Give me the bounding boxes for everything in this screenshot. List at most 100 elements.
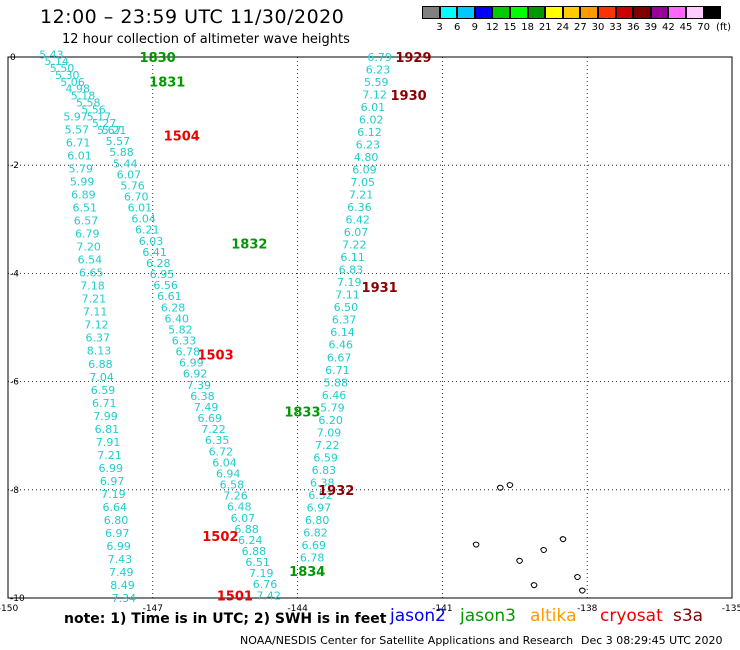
swh-value: 7.05 — [351, 176, 376, 189]
longitude-tick-label: -147 — [143, 604, 163, 614]
map-title: 12:00 – 23:59 UTC 11/30/2020 — [40, 6, 345, 28]
swh-value: 6.59 — [313, 451, 338, 464]
swh-value: 6.97 — [307, 501, 332, 514]
swh-value: 4.80 — [354, 151, 379, 164]
longitude-tick-label: -150 — [0, 604, 18, 614]
color-swatch — [650, 6, 669, 19]
swh-value: 7.22 — [342, 239, 367, 252]
swh-value: 6.54 — [78, 254, 103, 267]
footer-note: note: 1) Time is in UTC; 2) SWH is in fe… — [64, 611, 387, 627]
color-swatch — [668, 6, 686, 19]
swh-value: 5.21 — [102, 124, 127, 137]
swh-value: 7.39 — [187, 379, 212, 392]
color-scale-tick: 15 — [503, 22, 517, 33]
pass-number-label: 1931 — [362, 281, 398, 296]
swh-value: 7.21 — [97, 449, 122, 462]
longitude-tick-label: -135 — [722, 604, 740, 614]
swh-value: 6.07 — [344, 226, 369, 239]
longitude-tick-label: -141 — [432, 604, 452, 614]
swh-value: 6.70 — [124, 191, 149, 204]
swh-value: 6.48 — [227, 501, 252, 514]
swh-value: 6.81 — [95, 423, 120, 436]
swh-value: 6.92 — [183, 368, 208, 381]
color-swatch — [422, 6, 440, 19]
swh-value: 5.50 — [50, 62, 75, 75]
color-scale-tick: 18 — [521, 22, 534, 33]
swh-value: 6.12 — [357, 126, 382, 139]
swh-value: 6.20 — [318, 414, 343, 427]
swh-value: 5.88 — [109, 146, 134, 159]
swh-value: 7.12 — [84, 319, 109, 332]
swh-value: 6.71 — [66, 137, 91, 150]
color-swatch — [474, 6, 493, 19]
pass-number-label: 1501 — [217, 589, 253, 604]
swh-value: 6.36 — [347, 201, 372, 214]
latitude-tick-label: -4 — [10, 269, 19, 279]
pass-number-label: 1833 — [284, 405, 320, 420]
swh-value: 6.88 — [234, 523, 259, 536]
island-outline — [574, 574, 581, 581]
swh-value: 6.58 — [220, 479, 245, 492]
swh-value: 7.34 — [112, 592, 137, 605]
swh-value: 6.09 — [352, 164, 377, 177]
swh-value: 7.49 — [109, 566, 134, 579]
island-outline — [559, 536, 567, 543]
color-scale-tick: 33 — [609, 22, 622, 33]
swh-value: 6.88 — [242, 545, 267, 558]
swh-value: 5.59 — [364, 76, 389, 89]
swh-value: 6.46 — [322, 389, 347, 402]
pass-number-label: 1830 — [140, 51, 176, 66]
swh-value: 6.83 — [339, 264, 364, 277]
swh-value: 6.02 — [359, 114, 384, 127]
swh-value: 7.09 — [317, 426, 342, 439]
color-scale-unit: (ft) — [716, 22, 732, 33]
swh-value: 5.76 — [120, 179, 145, 192]
map-subtitle: 12 hour collection of altimeter wave hei… — [62, 32, 350, 47]
swh-value: 6.88 — [88, 358, 113, 371]
color-swatch — [439, 6, 458, 19]
swh-value: 7.19 — [337, 276, 362, 289]
swh-value: 7.91 — [96, 436, 121, 449]
color-scale-tick: 39 — [644, 22, 658, 33]
swh-value: 6.95 — [150, 268, 175, 281]
swh-value: 6.79 — [75, 228, 100, 241]
swh-value: 5.58 — [76, 96, 101, 109]
swh-value: 6.97 — [100, 475, 125, 488]
swh-value: 6.76 — [253, 578, 278, 591]
island-outline — [578, 587, 586, 594]
swh-value: 6.04 — [131, 213, 156, 226]
swh-value: 6.94 — [216, 467, 241, 480]
swh-value: 6.65 — [79, 267, 104, 280]
color-scale-tick: 3 — [436, 22, 443, 33]
color-scale-tick: 21 — [538, 22, 552, 33]
swh-value: 6.11 — [340, 251, 365, 264]
legend-cryosat: cryosat — [600, 606, 663, 626]
swh-value: 5.79 — [69, 163, 94, 176]
legend-s3a: s3a — [673, 606, 704, 626]
swh-value: 7.18 — [80, 280, 105, 293]
swh-value: 7.43 — [108, 553, 133, 566]
swh-value: 7.21 — [349, 189, 374, 202]
swh-value: 6.40 — [164, 312, 189, 325]
swh-value: 7.22 — [201, 423, 226, 436]
latitude-tick-label: -10 — [10, 594, 25, 604]
color-swatch — [615, 6, 634, 19]
swh-value: 6.71 — [92, 397, 117, 410]
swh-value: 5.57 — [106, 135, 131, 148]
swh-value: 6.46 — [329, 339, 354, 352]
swh-value: 6.51 — [72, 202, 97, 215]
swh-value: 5.97 — [63, 111, 88, 124]
color-swatch — [527, 6, 546, 19]
swh-value: 7.19 — [101, 488, 126, 501]
pass-number-label: 1832 — [231, 238, 267, 253]
swh-value: 6.89 — [71, 189, 96, 202]
color-scale-tick: 45 — [679, 22, 693, 33]
swh-value: 8.49 — [110, 579, 135, 592]
swh-value: 6.72 — [209, 445, 234, 458]
pass-number-label: 1932 — [318, 484, 354, 499]
color-swatch — [703, 6, 722, 19]
color-swatch — [545, 6, 563, 19]
swh-value: 5.67 — [97, 124, 122, 137]
latitude-tick-label: -2 — [10, 161, 19, 171]
